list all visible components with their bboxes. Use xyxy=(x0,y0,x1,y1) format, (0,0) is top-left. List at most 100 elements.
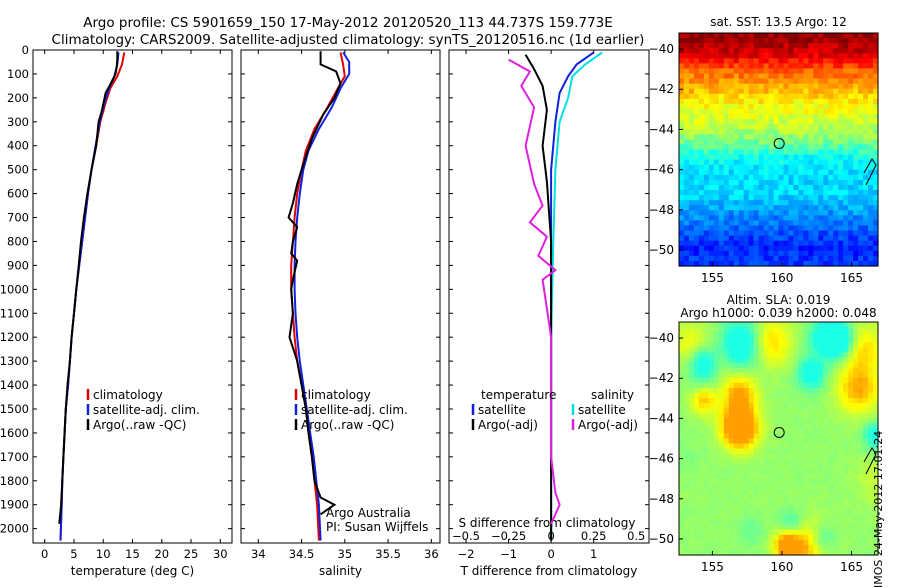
sst_map-cell xyxy=(693,124,700,130)
sst_map-cell xyxy=(718,124,725,130)
sla_map-cell xyxy=(743,367,750,374)
sla_map-cell xyxy=(723,387,730,394)
sst_map-cell xyxy=(833,139,839,146)
sla_map-cell xyxy=(753,362,760,369)
sla_map-cell xyxy=(868,549,874,556)
sla_map-cell xyxy=(748,534,755,541)
sst_map-cell xyxy=(733,68,740,75)
sla_map-cell xyxy=(703,347,710,353)
sla_map-cell xyxy=(793,489,799,495)
sla_map-cell xyxy=(873,322,879,328)
sla_map-cell xyxy=(698,337,705,343)
sst_map-cell xyxy=(788,63,795,70)
sst_map-cell xyxy=(788,230,795,237)
sla_map-cell xyxy=(833,418,839,424)
sst_map-cell xyxy=(773,119,780,125)
sst_map-cell xyxy=(818,245,824,252)
sst_map-cell xyxy=(818,240,824,247)
sla_map-cell xyxy=(838,347,844,353)
sla_map-cell xyxy=(793,494,799,500)
sst_map-cell xyxy=(783,43,790,49)
sst_map-cell xyxy=(853,220,859,227)
sla_map-cell xyxy=(758,509,765,516)
sla_map-cell xyxy=(838,463,844,470)
sla_map-cell xyxy=(758,549,765,556)
depth-tick-label: 600 xyxy=(7,187,29,201)
sla_map-cell xyxy=(808,362,814,369)
sla_map-cell xyxy=(743,392,750,399)
sst_map-cell xyxy=(803,149,809,156)
sst_map-cell xyxy=(728,215,735,222)
sst_map-cell xyxy=(693,260,700,267)
sst_map-cell xyxy=(708,184,715,191)
sst_map-cell xyxy=(813,260,819,267)
sst_map-cell xyxy=(718,260,725,267)
sla_map-cell xyxy=(679,387,685,394)
sla_map-cell xyxy=(723,322,730,328)
sla_map-cell xyxy=(713,443,720,450)
sst_map-cell xyxy=(873,179,879,186)
sla_map-cell xyxy=(788,377,795,384)
sst_map-cell xyxy=(833,260,839,267)
sla_map-cell xyxy=(743,489,750,495)
sla_map-cell xyxy=(843,418,849,424)
sla_map-cell xyxy=(748,372,755,379)
sst_map-cell xyxy=(793,124,799,130)
sst_map-cell xyxy=(823,33,829,39)
sst_map-cell xyxy=(733,169,740,176)
sla_map-cell xyxy=(683,408,690,414)
sst_map-cell xyxy=(863,215,869,222)
sst_map-cell xyxy=(833,215,839,222)
sla_map-cell xyxy=(703,382,710,389)
sla_map-cell xyxy=(853,529,859,536)
sst_map-cell xyxy=(818,73,824,80)
sla_map-cell xyxy=(793,322,799,328)
sla_map-cell xyxy=(848,509,854,516)
sst_map-cell xyxy=(713,129,720,135)
sla_map-cell xyxy=(708,463,715,470)
sst_map-cell xyxy=(713,48,720,54)
sst_map-cell xyxy=(743,73,750,80)
sla_map-cell xyxy=(858,428,864,435)
sla_map-cell xyxy=(748,549,755,556)
sst_map-cell xyxy=(723,78,730,85)
sla_map-cell xyxy=(863,549,869,556)
sla_map-cell xyxy=(688,494,695,500)
sla_map-cell xyxy=(708,504,715,511)
sst_map-cell xyxy=(698,240,705,247)
sla_map-cell xyxy=(733,403,740,409)
sst_map-cell xyxy=(843,93,849,100)
sla_map-cell xyxy=(873,484,879,490)
sst_map-cell xyxy=(758,250,765,257)
sst_map-cell xyxy=(723,83,730,90)
sla_map-cell xyxy=(793,453,799,460)
sst_map-cell xyxy=(773,58,780,64)
sla_map-cell xyxy=(753,392,760,399)
salinity-x-tick-label: 34 xyxy=(251,547,266,561)
sst_map-cell xyxy=(723,184,730,191)
sst_map-cell xyxy=(823,250,829,257)
sst_map-cell xyxy=(863,129,869,135)
sla_map-cell xyxy=(838,327,844,333)
sla_map-cell xyxy=(723,423,730,429)
sst_map-cell xyxy=(743,144,750,151)
sla_map-cell xyxy=(723,357,730,364)
sst_map-cell xyxy=(763,63,770,70)
sla_map-cell xyxy=(753,509,760,516)
sst_map-cell xyxy=(823,139,829,146)
sla_map-cell xyxy=(679,337,685,343)
sst_map-cell xyxy=(803,144,809,151)
sla_map-cell xyxy=(753,494,760,500)
sla_map-cell xyxy=(703,524,710,531)
sla_map-cell xyxy=(793,403,799,409)
sla_map-cell xyxy=(788,337,795,343)
sla_map-cell xyxy=(803,529,809,536)
sst_map-cell xyxy=(753,169,760,176)
sst_map-cell xyxy=(868,215,874,222)
sla_map-cell xyxy=(698,473,705,480)
sla_map-cell xyxy=(768,463,775,470)
sla_map-cell xyxy=(688,408,695,414)
sst_map-cell xyxy=(813,215,819,222)
sst_map-cell xyxy=(828,53,834,59)
sst_map-cell xyxy=(803,240,809,247)
